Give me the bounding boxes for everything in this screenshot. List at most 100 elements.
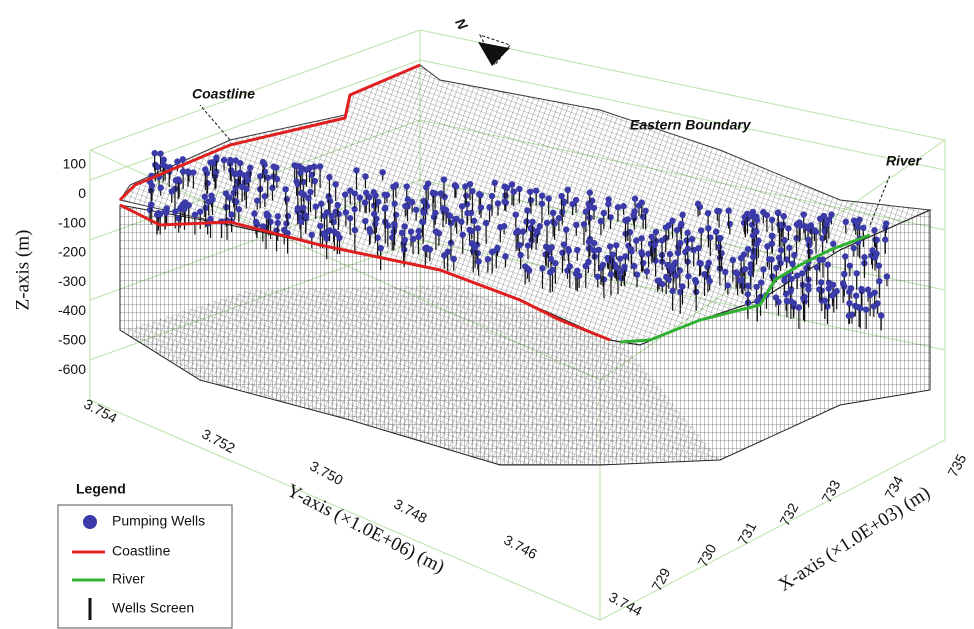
pumping-well [420, 210, 426, 216]
pumping-well [567, 263, 573, 269]
pumping-well [550, 210, 556, 216]
pumping-well [652, 257, 658, 263]
pumping-well [269, 185, 275, 191]
pumping-well [872, 254, 878, 260]
y-tick-label: 3.750 [307, 458, 346, 489]
pumping-well [706, 260, 712, 266]
pumping-well [545, 246, 551, 252]
pumping-well [160, 162, 166, 168]
pumping-well [460, 232, 466, 238]
z-axis-label: Z-axis (m) [12, 230, 33, 311]
pumping-well [284, 196, 290, 202]
pumping-well [517, 252, 523, 258]
pumping-well [154, 212, 160, 218]
pumping-well [311, 163, 317, 169]
pumping-well [600, 262, 606, 268]
z-tick-label: -300 [58, 273, 86, 289]
pumping-well [566, 248, 572, 254]
pumping-well [679, 212, 685, 218]
pumping-well [539, 193, 545, 199]
pumping-well [749, 222, 755, 228]
pumping-well [808, 222, 814, 228]
pumping-well [466, 227, 472, 233]
pumping-well [607, 243, 613, 249]
pumping-well [769, 233, 775, 239]
pumping-well [336, 235, 342, 241]
pumping-well [826, 280, 832, 286]
pumping-well [742, 266, 748, 272]
pumping-well [427, 246, 433, 252]
pumping-well [524, 207, 530, 213]
z-tick-label: -600 [58, 361, 86, 377]
pumping-well [734, 271, 740, 277]
pumping-well [632, 196, 638, 202]
pumping-well [807, 249, 813, 255]
pumping-well [591, 205, 597, 211]
annotation: Eastern Boundary [630, 117, 752, 133]
pumping-well [776, 221, 782, 227]
pumping-well [300, 205, 306, 211]
pumping-well [471, 218, 477, 224]
pumping-well [232, 185, 238, 191]
pumping-well [781, 277, 787, 283]
z-tick-label: -200 [58, 244, 86, 260]
pumping-well [684, 230, 690, 236]
pumping-well [785, 225, 791, 231]
pumping-well [683, 237, 689, 243]
pumping-well [805, 286, 811, 292]
pumping-well [405, 196, 411, 202]
pumping-well [713, 229, 719, 235]
pumping-well [544, 220, 550, 226]
pumping-well [516, 186, 522, 192]
x-tick-label: 732 [776, 500, 801, 528]
pumping-well [148, 201, 154, 207]
legend-label: River [112, 571, 145, 587]
pumping-well [525, 242, 531, 248]
pumping-well [737, 277, 743, 283]
pumping-well [856, 304, 862, 310]
pumping-well [253, 219, 259, 225]
pumping-well [818, 279, 824, 285]
pumping-well [725, 282, 731, 288]
pumping-well [528, 237, 534, 243]
pumping-well [485, 256, 491, 262]
pumping-well [872, 289, 878, 295]
pumping-well [791, 252, 797, 258]
pumping-well [401, 223, 407, 229]
pumping-well [652, 242, 658, 248]
y-tick-label: 3.754 [81, 396, 120, 427]
pumping-well [573, 271, 579, 277]
pumping-well [775, 209, 781, 215]
pumping-well [685, 273, 691, 279]
pumping-well [672, 259, 678, 265]
pumping-well [670, 265, 676, 271]
pumping-well [379, 169, 385, 175]
pumping-well [511, 188, 517, 194]
pumping-well [563, 226, 569, 232]
pumping-well [523, 218, 529, 224]
pumping-well [706, 278, 712, 284]
pumping-well [613, 242, 619, 248]
z-tick-label: -500 [58, 332, 86, 348]
pumping-well [551, 220, 557, 226]
pumping-well [878, 312, 884, 318]
z-tick-label: -400 [58, 302, 86, 318]
pumping-well [745, 283, 751, 289]
pumping-well [778, 247, 784, 253]
pumping-well [206, 199, 212, 205]
pumping-well [232, 171, 238, 177]
pumping-well [163, 209, 169, 215]
z-tick-label: 0 [78, 185, 86, 201]
pumping-well [693, 279, 699, 285]
pumping-well [463, 193, 469, 199]
pumping-well [581, 221, 587, 227]
pumping-well [254, 197, 260, 203]
pumping-well [303, 213, 309, 219]
pumping-well [583, 263, 589, 269]
pumping-well [830, 241, 836, 247]
pumping-well [462, 183, 468, 189]
pumping-well [605, 201, 611, 207]
pumping-well [489, 249, 495, 255]
pumping-well [502, 192, 508, 198]
pumping-well [854, 270, 860, 276]
